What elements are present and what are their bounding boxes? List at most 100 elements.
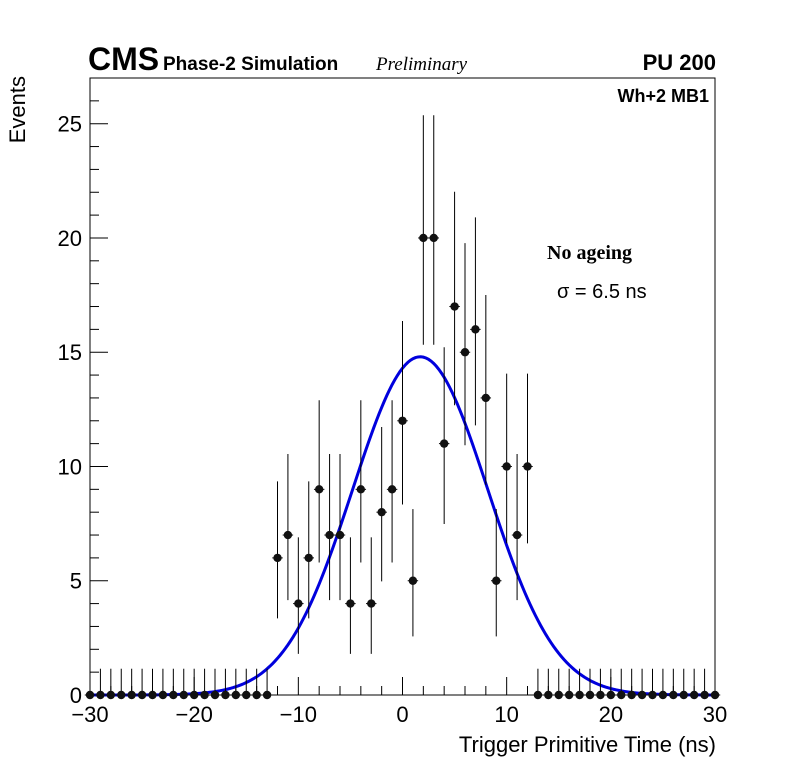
data-point — [303, 481, 314, 619]
x-axis-title: Trigger Primitive Time (ns) — [459, 732, 716, 757]
point-marker — [679, 690, 688, 700]
data-point — [647, 668, 658, 700]
x-tick-label: 20 — [599, 702, 623, 727]
x-tick-label: −20 — [176, 702, 213, 727]
data-point — [407, 509, 419, 637]
point-marker — [669, 690, 678, 700]
point-marker — [512, 530, 522, 540]
data-point — [366, 537, 377, 654]
point-marker — [221, 690, 230, 700]
data-point — [511, 454, 523, 601]
data-point — [324, 454, 335, 601]
point-marker — [231, 690, 241, 700]
point-marker — [262, 690, 272, 700]
point-marker — [554, 690, 563, 700]
point-marker — [575, 690, 584, 700]
data-point — [376, 426, 387, 582]
point-marker — [252, 690, 261, 700]
data-point — [168, 668, 179, 700]
data-point — [574, 668, 585, 700]
point-marker — [179, 690, 188, 700]
data-point — [84, 668, 96, 700]
data-point — [563, 668, 575, 700]
data-point — [157, 668, 169, 700]
point-marker — [627, 690, 636, 700]
data-point — [251, 668, 262, 700]
data-point — [688, 668, 700, 700]
data-point — [616, 668, 627, 700]
data-point — [678, 668, 689, 700]
point-marker — [471, 325, 480, 334]
ageing-annotation: No ageing — [547, 242, 632, 264]
y-tick-label: 0 — [70, 683, 82, 708]
point-marker — [273, 553, 282, 563]
point-marker — [502, 462, 511, 471]
point-marker — [408, 576, 418, 585]
station-label: Wh+2 MB1 — [617, 86, 709, 106]
point-marker — [523, 462, 532, 471]
data-point — [470, 217, 481, 426]
data-point — [449, 191, 460, 406]
data-point — [230, 668, 242, 700]
point-marker — [325, 530, 334, 540]
data-point — [282, 454, 294, 601]
point-marker — [137, 690, 147, 700]
sigma-annotation: σ = 6.5 ns — [557, 281, 647, 303]
data-point — [334, 454, 346, 601]
y-tick-label: 15 — [58, 340, 82, 365]
point-marker — [96, 690, 105, 700]
y-tick-label: 25 — [58, 112, 82, 137]
data-point — [95, 668, 106, 700]
point-marker — [450, 302, 459, 311]
point-marker — [294, 599, 303, 608]
y-tick-label: 10 — [58, 454, 82, 479]
data-point — [209, 668, 221, 700]
data-point — [459, 243, 471, 446]
data-point — [220, 668, 231, 700]
data-point — [188, 668, 200, 700]
x-tick-label: 10 — [494, 702, 518, 727]
point-marker — [419, 233, 428, 243]
data-point — [438, 347, 450, 524]
data-point — [147, 668, 158, 700]
point-marker — [596, 690, 605, 700]
cms-label: CMS — [88, 41, 159, 77]
data-point — [136, 668, 148, 700]
data-point — [397, 321, 408, 505]
data-point — [709, 668, 721, 700]
point-marker — [481, 393, 491, 403]
data-point — [532, 668, 544, 700]
y-axis-title: Events — [5, 76, 30, 143]
point-marker — [439, 439, 449, 448]
data-point — [105, 668, 117, 700]
point-marker — [492, 576, 501, 585]
point-marker — [346, 599, 355, 608]
y-tick-label: 5 — [70, 569, 82, 594]
data-point — [272, 481, 283, 619]
point-marker — [356, 485, 366, 494]
point-marker — [429, 233, 438, 243]
y-tick-label: 20 — [58, 226, 82, 251]
point-marker — [210, 690, 220, 700]
data-point — [178, 668, 189, 700]
point-marker — [658, 690, 668, 700]
data-point — [699, 668, 710, 700]
y-axis: 0 5 10 15 20 25 — [58, 100, 108, 708]
data-point — [668, 668, 679, 700]
data-point — [293, 537, 304, 654]
data-point — [418, 115, 429, 345]
point-marker — [544, 690, 553, 700]
point-marker — [314, 485, 324, 494]
point-marker — [106, 690, 116, 700]
point-marker — [387, 485, 397, 494]
point-marker — [585, 690, 595, 700]
data-point — [355, 400, 367, 563]
point-marker — [200, 690, 209, 700]
data-point — [543, 668, 554, 700]
data-point — [261, 668, 273, 700]
data-point — [386, 400, 398, 563]
x-axis: −30 −20 −10 0 10 20 30 — [71, 677, 727, 727]
point-marker — [648, 690, 657, 700]
preliminary-label: Preliminary — [375, 54, 468, 75]
